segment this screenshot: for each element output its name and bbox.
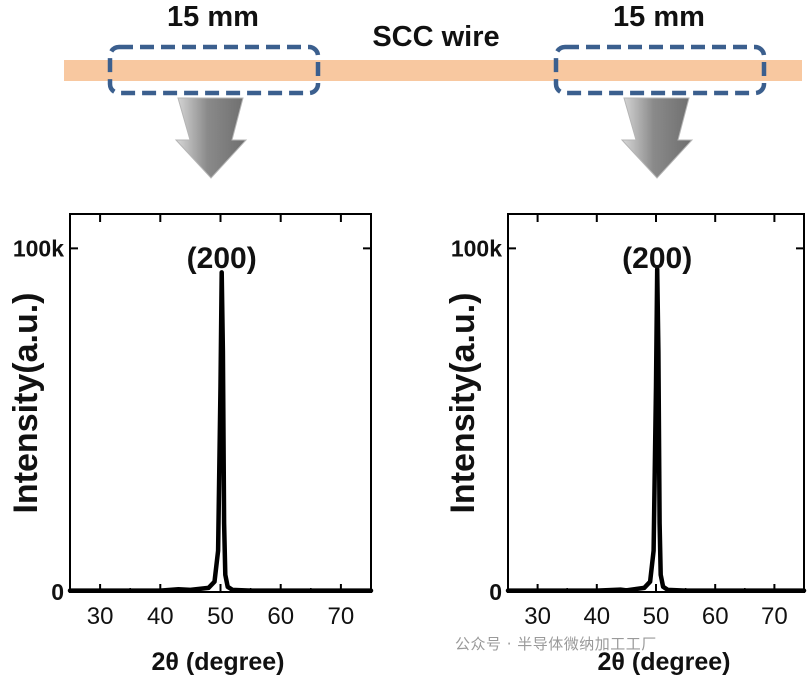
watermark: 公众号 · 半导体微纳加工工厂 <box>455 635 657 653</box>
section-box-right <box>553 44 767 96</box>
xrd-chart-left: 30 40 50 60 70 0 100k (200) Intensity(a.u.) 2θ (d… <box>7 213 374 676</box>
peak-label: (200) <box>187 242 257 275</box>
y-tick-label: 100k <box>451 235 502 261</box>
y-axis-label: Intensity(a.u.) <box>444 292 482 513</box>
section-label-right: 15 mm <box>613 1 705 33</box>
wire-label: SCC wire <box>372 21 499 53</box>
section-box-left <box>107 44 321 96</box>
xrd-chart-right: 30 40 50 60 70 0 100k (200) Intensity(a.u.) 2θ (d… <box>444 213 807 676</box>
down-arrow-icon-left <box>174 97 248 179</box>
x-tick-label: 30 <box>87 603 114 630</box>
x-tick-label: 50 <box>643 603 670 630</box>
x-tick-label: 40 <box>583 603 610 630</box>
y-tick-label: 0 <box>51 579 64 605</box>
x-tick-label: 60 <box>702 603 729 630</box>
x-tick-label: 60 <box>267 603 294 630</box>
y-axis-label: Intensity(a.u.) <box>7 292 45 513</box>
section-label-left: 15 mm <box>167 1 259 33</box>
scc-wire <box>64 60 802 81</box>
xrd-trace <box>505 266 807 593</box>
down-arrow-icon-right <box>620 97 694 179</box>
peak-label: (200) <box>622 242 692 275</box>
x-tick-label: 50 <box>207 603 234 630</box>
xrd-trace <box>67 270 374 593</box>
x-tick-label: 40 <box>147 603 174 630</box>
x-tick-label: 30 <box>524 603 551 630</box>
y-tick-label: 0 <box>489 579 502 605</box>
x-tick-label: 70 <box>328 603 355 630</box>
x-axis-label: 2θ (degree) <box>152 648 285 676</box>
y-tick-label: 100k <box>13 235 64 261</box>
x-tick-label: 70 <box>761 603 788 630</box>
x-axis-label: 2θ (degree) <box>598 648 731 676</box>
